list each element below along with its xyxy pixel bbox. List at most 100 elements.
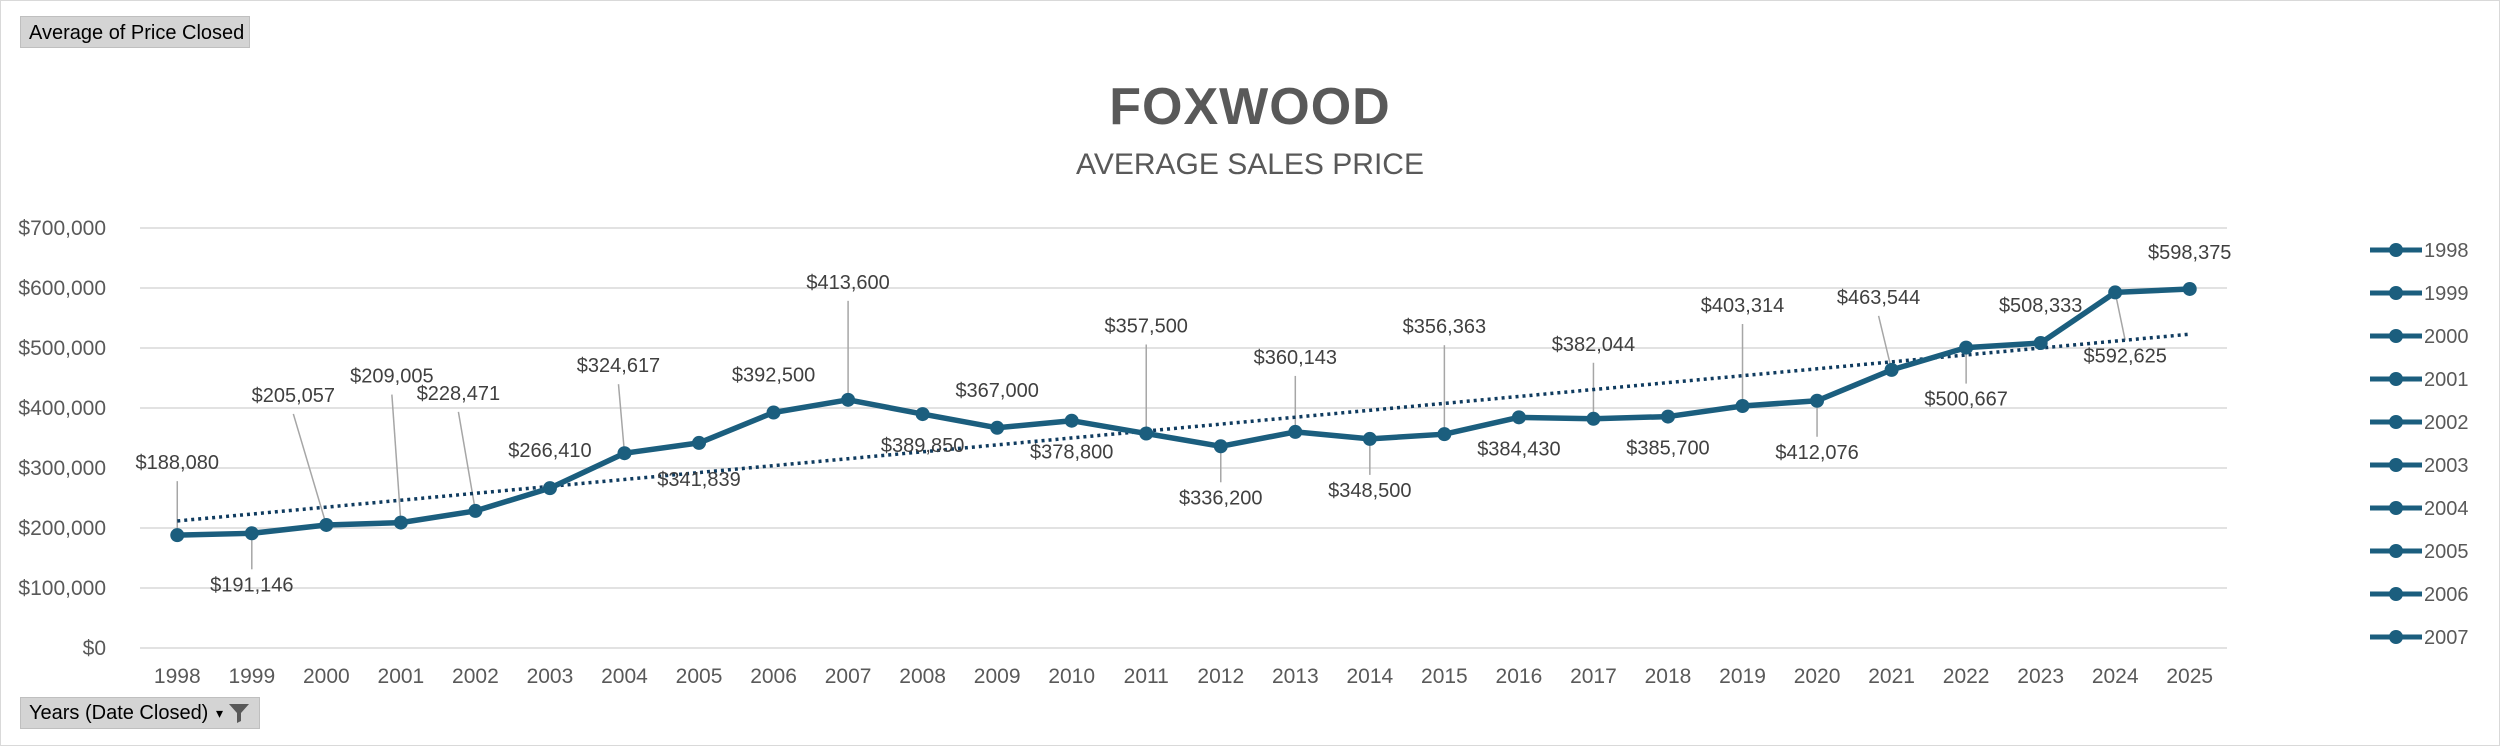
legend-swatch-marker — [2389, 587, 2403, 601]
x-tick-label: 2001 — [378, 665, 425, 688]
data-point — [1586, 411, 1601, 426]
legend-swatch-marker — [2389, 329, 2403, 343]
legend-item: 2000 — [2370, 326, 2469, 348]
dropdown-arrow-icon[interactable]: ▾ — [215, 705, 223, 721]
legend-label: 1998 — [2424, 240, 2469, 262]
data-label: $412,076 — [1775, 442, 1858, 464]
leader-line — [292, 413, 328, 526]
data-label: $403,314 — [1701, 295, 1784, 317]
data-point — [841, 392, 856, 407]
data-point — [766, 405, 781, 420]
data-point — [692, 435, 707, 450]
x-tick-label: 2024 — [2092, 665, 2139, 688]
data-label: $500,667 — [1924, 389, 2007, 411]
data-label: $367,000 — [955, 380, 1038, 402]
x-tick-label: 2004 — [601, 665, 648, 688]
legend-item: 2006 — [2370, 584, 2469, 606]
data-label: $205,057 — [252, 385, 335, 407]
x-tick-label: 2016 — [1496, 665, 1543, 688]
data-point — [244, 526, 259, 541]
x-tick-label: 2012 — [1197, 665, 1244, 688]
leader-line — [2114, 292, 2126, 341]
data-label: $508,333 — [1999, 295, 2082, 317]
trendline — [177, 332, 2190, 523]
data-label: $191,146 — [210, 574, 293, 596]
data-label: $188,080 — [136, 452, 219, 474]
x-tick-label: 2021 — [1868, 665, 1915, 688]
x-tick-label: 2014 — [1346, 665, 1393, 688]
x-tick-label: 2013 — [1272, 665, 1319, 688]
x-tick-label: 2022 — [1943, 665, 1990, 688]
data-point — [1437, 427, 1452, 442]
data-label: $384,430 — [1477, 438, 1560, 460]
axis-field-button[interactable]: Years (Date Closed) ▾ — [20, 697, 260, 729]
legend-label: 2000 — [2424, 326, 2469, 348]
series-line — [170, 281, 2197, 543]
legend-item: 2005 — [2370, 541, 2469, 563]
trendline-path — [177, 332, 2190, 523]
data-label: $348,500 — [1328, 480, 1411, 502]
gridlines — [140, 227, 2227, 649]
data-label: $392,500 — [732, 365, 815, 387]
data-labels: $188,080 $191,146 $205,057 $209,005$228,471… — [136, 242, 2232, 596]
legend: 1998 1999 2000 2001 2002 2003 2004 2005 2006 2007 — [2370, 240, 2469, 649]
x-tick-label: 2007 — [825, 665, 872, 688]
x-tick-label: 1998 — [154, 665, 201, 688]
data-label: $382,044 — [1552, 334, 1635, 356]
leader-line — [391, 394, 402, 523]
chart-subtitle: AVERAGE SALES PRICE — [1076, 148, 1424, 181]
legend-item: 1998 — [2370, 240, 2469, 262]
leader-line — [457, 411, 477, 512]
legend-swatch-marker — [2389, 544, 2403, 558]
axis-field-label: Years (Date Closed) — [29, 702, 209, 724]
legend-swatch-marker — [2389, 501, 2403, 515]
data-label: $324,617 — [577, 355, 660, 377]
legend-label: 2004 — [2424, 498, 2469, 520]
data-point — [1959, 340, 1974, 355]
y-tick-label: $600,000 — [18, 277, 106, 300]
x-tick-label: 1999 — [228, 665, 275, 688]
chart-title: FOXWOOD — [1109, 78, 1390, 136]
data-point — [990, 420, 1005, 435]
x-tick-label: 2018 — [1645, 665, 1692, 688]
x-tick-label: 2009 — [974, 665, 1021, 688]
data-point — [393, 515, 408, 530]
data-label: $463,544 — [1837, 287, 1920, 309]
data-point — [1511, 410, 1526, 425]
series-polyline — [177, 286, 2190, 538]
legend-label: 2001 — [2424, 369, 2469, 391]
data-label: $266,410 — [508, 440, 591, 462]
x-axis: 1998 1999 2000 2001 2002 2003 2004 2005 2006 2007… — [154, 665, 2213, 688]
funnel-icon[interactable] — [227, 702, 251, 724]
legend-swatch-marker — [2389, 243, 2403, 257]
data-point — [1064, 413, 1079, 428]
legend-label: 2002 — [2424, 412, 2469, 434]
legend-swatch-marker — [2389, 286, 2403, 300]
x-tick-label: 2005 — [676, 665, 723, 688]
data-label: $378,800 — [1030, 442, 1113, 464]
data-label: $385,700 — [1626, 438, 1709, 460]
data-point — [2182, 281, 2197, 296]
data-label: $413,600 — [806, 272, 889, 294]
value-field-button[interactable]: Average of Price Closed — [20, 16, 250, 48]
data-label: $341,839 — [657, 469, 740, 491]
data-point — [170, 528, 185, 543]
x-tick-label: 2015 — [1421, 665, 1468, 688]
x-tick-label: 2020 — [1794, 665, 1841, 688]
legend-label: 2007 — [2424, 627, 2469, 649]
x-tick-label: 2010 — [1048, 665, 1095, 688]
x-tick-label: 2019 — [1719, 665, 1766, 688]
data-label: $357,500 — [1105, 316, 1188, 338]
y-tick-label: $200,000 — [18, 517, 106, 540]
data-point — [468, 503, 483, 518]
data-point — [1810, 393, 1825, 408]
data-label: $336,200 — [1179, 487, 1262, 509]
data-label: $592,625 — [2083, 345, 2166, 367]
legend-item: 2004 — [2370, 498, 2469, 520]
legend-item: 1999 — [2370, 283, 2469, 305]
data-point — [1213, 439, 1228, 454]
legend-swatch-marker — [2389, 372, 2403, 386]
x-tick-label: 2023 — [2017, 665, 2064, 688]
y-tick-label: $700,000 — [18, 217, 106, 240]
